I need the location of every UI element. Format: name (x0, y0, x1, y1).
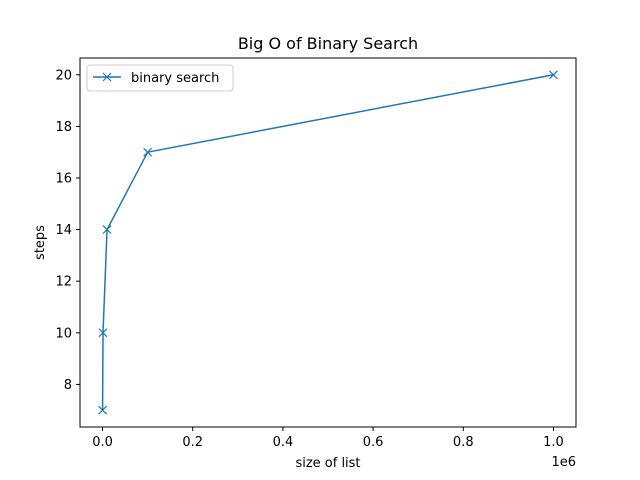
x-tick-label: 1.0 (543, 435, 564, 450)
data-point-marker (98, 328, 108, 338)
x-tick-label: 0.8 (453, 435, 474, 450)
marker-stroke (98, 405, 108, 415)
data-point-marker (143, 147, 153, 157)
y-tick-label: 8 (64, 378, 72, 393)
axes-frame (79, 57, 577, 428)
y-axis-ticks: 8 10 12 14 16 18 20 (55, 68, 80, 393)
y-tick-label: 16 (55, 171, 72, 186)
legend-box (86, 64, 234, 92)
marker-stroke (102, 72, 112, 82)
data-point-marker (549, 70, 558, 80)
data-point-marker (98, 405, 108, 415)
x-tick-label: 0.6 (363, 435, 384, 450)
y-axis-label: steps (33, 225, 48, 260)
plot-area: 0.0 0.2 0.4 0.6 0.8 1.0 8 10 12 14 16 18 20 (55, 57, 577, 450)
marker-stroke (102, 225, 112, 235)
x-axis-offset-label: 1e6 (551, 455, 576, 470)
legend-marker-x (102, 72, 112, 82)
x-axis-label: size of list (295, 456, 360, 471)
legend-label: binary search (131, 71, 219, 86)
x-tick-label: 0.4 (273, 435, 294, 450)
marker-stroke (549, 70, 558, 80)
y-tick-label: 18 (55, 120, 72, 135)
x-tick-label: 0.2 (182, 435, 203, 450)
y-tick-label: 20 (55, 68, 72, 83)
y-tick-label: 10 (55, 326, 72, 341)
marker-stroke (143, 147, 153, 157)
series-layer (98, 70, 558, 415)
y-tick-label: 12 (55, 275, 72, 290)
x-axis-ticks: 0.0 0.2 0.4 0.6 0.8 1.0 (92, 427, 564, 450)
legend: binary search (86, 64, 234, 92)
data-point-marker (102, 225, 112, 235)
legend-marker-glyph (102, 72, 112, 82)
x-tick-label: 0.0 (92, 435, 113, 450)
chart-title: Big O of Binary Search (238, 34, 418, 53)
y-tick-label: 14 (55, 223, 72, 238)
marker-stroke (98, 328, 108, 338)
